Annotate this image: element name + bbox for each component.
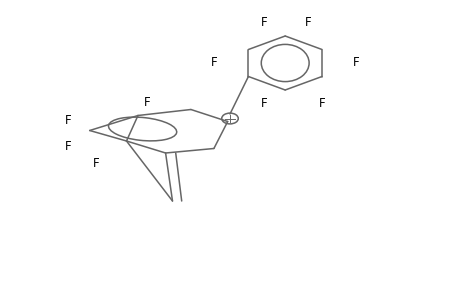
- Text: F: F: [65, 113, 71, 127]
- Text: F: F: [304, 16, 311, 29]
- Text: F: F: [65, 140, 71, 154]
- Text: F: F: [261, 16, 267, 29]
- Text: F: F: [210, 56, 217, 70]
- Text: F: F: [353, 56, 359, 70]
- Text: F: F: [144, 95, 150, 109]
- Text: F: F: [93, 157, 100, 170]
- Text: F: F: [318, 97, 325, 110]
- Text: F: F: [261, 97, 267, 110]
